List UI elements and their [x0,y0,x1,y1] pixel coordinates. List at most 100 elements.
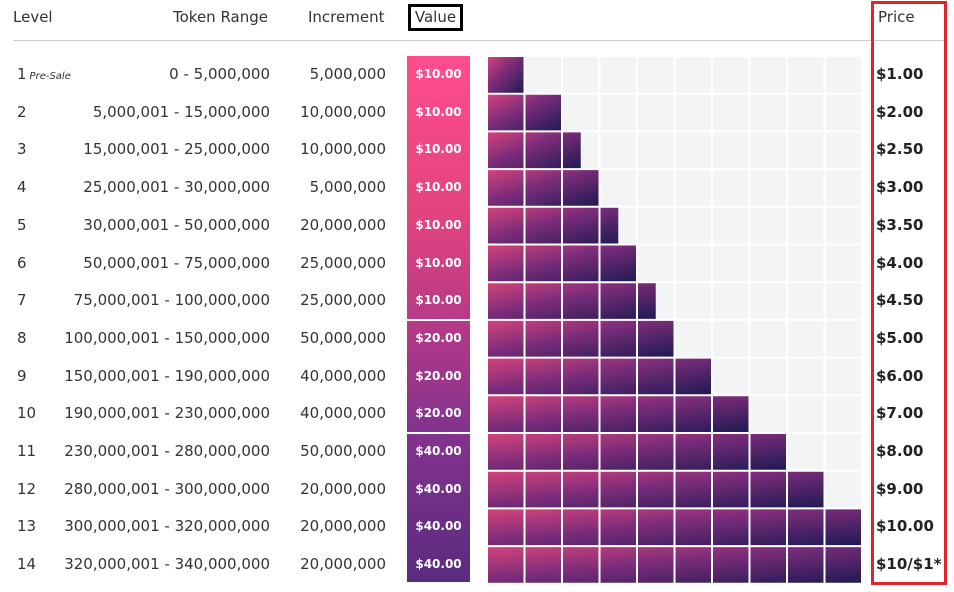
presale-note: Pre-Sale [29,71,71,82]
increment-cell: 20,000,000 [300,479,386,498]
level-number: 5 [17,215,27,234]
level-number: 3 [17,140,27,159]
table-row: 5 30,000,001 - 50,000,000 20,000,000 $3.50 [0,207,954,245]
level-cell: 7 [17,282,27,320]
level-cell: 4 [17,169,27,207]
level-number: 14 [17,555,37,574]
increment-cell: 25,000,000 [300,291,386,310]
value-cell: $10.00 [415,217,462,232]
increment-cell: 5,000,000 [309,178,386,197]
level-cell: 11 [17,433,36,471]
level-cell: 13 [17,508,36,546]
table-row: 9 150,000,001 - 190,000,000 40,000,000 $6.0… [0,358,954,396]
value-cell: $10.00 [415,293,462,308]
increment-cell: 20,000,000 [300,555,386,574]
header-token-range: Token Range [173,8,268,26]
table-row: 13 300,000,001 - 320,000,000 20,000,000 $10… [0,508,954,546]
increment-cell: 20,000,000 [300,215,386,234]
value-cell: $40.00 [415,557,462,572]
increment-cell: 40,000,000 [300,366,386,385]
level-cell: 5 [17,207,27,245]
token-range-cell: 320,000,001 - 340,000,000 [64,555,270,574]
table-row: 7 75,000,001 - 100,000,000 25,000,000 $4.50 [0,282,954,320]
price-bar [487,395,750,433]
value-cell: $10.00 [415,142,462,157]
value-cell: $20.00 [415,368,462,383]
level-cell: 8 [17,320,27,358]
level-cell: 1 Pre-Sale [17,56,71,94]
token-range-cell: 280,000,001 - 300,000,000 [64,479,270,498]
header-value: Value [408,4,463,31]
table-row: 10 190,000,001 - 230,000,000 40,000,000 $7.… [0,395,954,433]
increment-cell: 5,000,000 [309,65,386,83]
increment-cell: 50,000,000 [300,328,386,347]
level-number: 8 [17,328,27,347]
level-number: 4 [17,178,27,197]
value-group-divider [407,318,470,321]
table-row: 12 280,000,001 - 300,000,000 20,000,000 $9.… [0,471,954,509]
price-bar [487,131,581,170]
value-cell: $10.00 [415,67,462,81]
value-cell: $10.00 [415,180,462,195]
increment-cell: 10,000,000 [300,140,386,159]
level-cell: 12 [17,471,36,509]
level-cell: 9 [17,358,27,396]
level-cell: 2 [17,94,27,132]
price-cell: $2.50 [876,140,924,159]
increment-cell: 40,000,000 [300,404,386,423]
header-price: Price [878,8,915,26]
token-range-cell: 75,000,001 - 100,000,000 [73,291,270,310]
price-cell: $7.00 [876,404,924,423]
increment-cell: 25,000,000 [300,253,386,272]
token-range-cell: 50,000,001 - 75,000,000 [83,253,270,272]
level-cell: 3 [17,131,27,169]
table-row: 3 15,000,001 - 25,000,000 10,000,000 $2.50 [0,131,954,169]
token-range-cell: 5,000,001 - 15,000,000 [92,102,270,121]
table-row: 1 Pre-Sale 0 - 5,000,000 5,000,000 $1.00 [0,56,954,94]
price-cell: $5.00 [876,328,924,347]
token-range-cell: 230,000,001 - 280,000,000 [64,442,270,460]
header-divider [13,40,946,41]
price-bar [487,319,675,358]
value-cell: $10.00 [415,255,462,270]
price-cell: $4.00 [876,253,924,272]
level-number: 10 [17,404,37,423]
token-range-cell: 15,000,001 - 25,000,000 [83,140,270,159]
table-row: 11 230,000,001 - 280,000,000 50,000,000 $8.… [0,433,954,471]
level-number: 9 [17,366,27,385]
price-cell: $4.50 [876,291,924,310]
value-cell: $20.00 [415,406,462,421]
level-number: 13 [17,517,37,536]
table-row: 4 25,000,001 - 30,000,000 5,000,000 $3.00 [0,169,954,207]
level-number: 6 [17,253,27,272]
token-range-cell: 30,000,001 - 50,000,000 [83,215,270,234]
increment-cell: 50,000,000 [300,442,386,460]
table-row: 2 5,000,001 - 15,000,000 10,000,000 $2.00 [0,94,954,132]
increment-cell: 20,000,000 [300,517,386,536]
token-range-cell: 300,000,001 - 320,000,000 [64,517,270,536]
level-cell: 10 [17,395,36,433]
price-cell: $3.00 [876,178,924,197]
level-cell: 14 [17,546,36,584]
price-cell: $10/$1* [876,555,942,574]
price-cell: $2.00 [876,102,924,121]
price-bar [487,470,825,509]
level-cell: 6 [17,245,27,283]
token-range-cell: 0 - 5,000,000 [169,65,270,83]
price-cell: $10.00 [876,517,934,536]
token-range-cell: 190,000,001 - 230,000,000 [64,404,270,423]
price-cell: $1.00 [876,65,924,83]
level-number: 1 [17,65,27,83]
price-cell: $8.00 [876,442,924,460]
increment-cell: 10,000,000 [300,102,386,121]
token-range-cell: 150,000,001 - 190,000,000 [64,366,270,385]
level-number: 12 [17,479,37,498]
table-row: 8 100,000,001 - 150,000,000 50,000,000 $5.0… [0,320,954,358]
value-cell: $40.00 [415,519,462,534]
value-cell: $10.00 [415,104,462,119]
table-row: 14 320,000,001 - 340,000,000 20,000,000 $10… [0,546,954,584]
price-bar [487,169,600,207]
header-level: Level [13,8,53,26]
value-cell: $40.00 [415,444,462,458]
